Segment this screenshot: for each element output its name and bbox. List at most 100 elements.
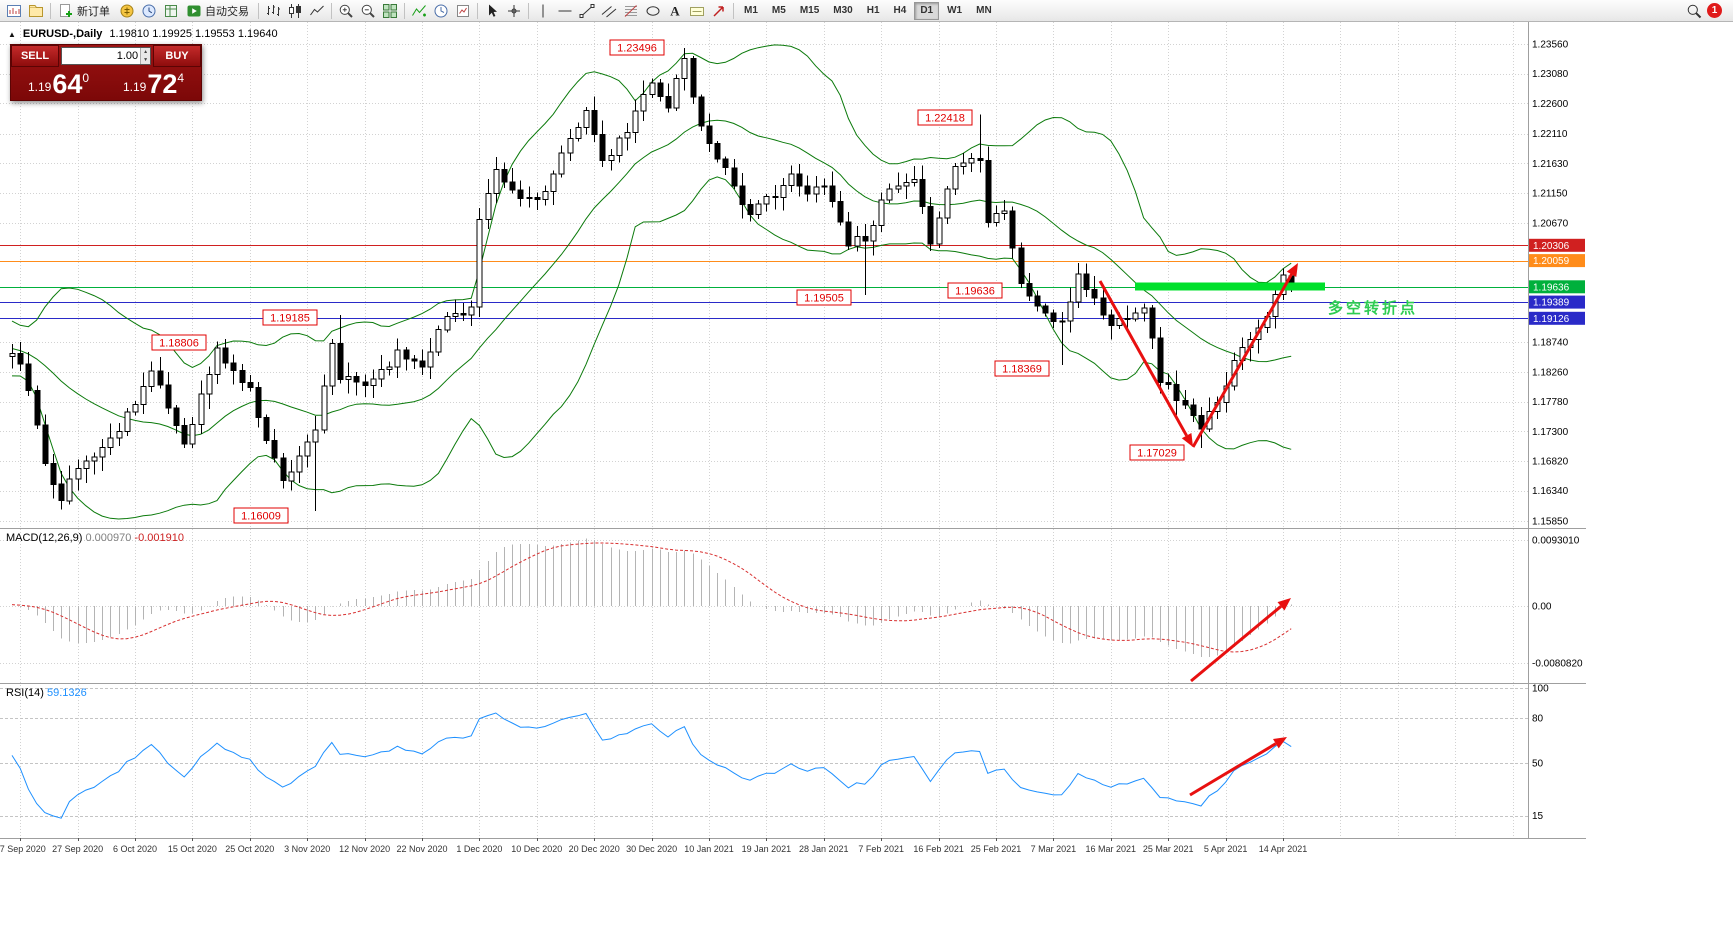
data-window-icon[interactable] [160, 1, 182, 21]
svg-text:1.20670: 1.20670 [1532, 218, 1569, 229]
trendline-icon[interactable] [576, 1, 598, 21]
svg-text:6 Oct 2020: 6 Oct 2020 [113, 844, 157, 854]
toolbar-separator [50, 2, 51, 19]
svg-text:30 Dec 2020: 30 Dec 2020 [626, 844, 677, 854]
horizontal-line-icon[interactable] [554, 1, 576, 21]
symbols-icon[interactable] [116, 1, 138, 21]
svg-text:1.19505: 1.19505 [804, 293, 844, 305]
chart-profiles-icon[interactable] [25, 1, 47, 21]
trend-arrow[interactable] [1098, 280, 1193, 447]
chart-menu-icon[interactable]: ▲ [8, 29, 16, 39]
rsi-axis-label: 100 [1532, 684, 1549, 695]
support-zone-highlight[interactable] [1135, 282, 1325, 291]
sell-button[interactable]: SELL [11, 45, 59, 67]
toolbar: 新订单 自动交易 A M1 M5 M15 M30 H1 H4 D1 W1 MN 1 [0, 0, 1733, 22]
shapes-icon[interactable] [642, 1, 664, 21]
autotrading-button[interactable]: 自动交易 [182, 1, 255, 21]
timeframe-h4-button[interactable]: H4 [893, 5, 907, 16]
templates-icon [455, 3, 471, 19]
price-label[interactable]: 1.17029 [1129, 444, 1185, 461]
sell-price-small: 1.19 [27, 80, 52, 94]
svg-text:1 Dec 2020: 1 Dec 2020 [456, 844, 502, 854]
volume-up-icon[interactable]: ▲ [143, 48, 149, 55]
price-label[interactable]: 1.22418 [917, 109, 973, 126]
volume-control: ▲ ▼ [61, 47, 151, 65]
macd-label: MACD(12,26,9) 0.000970 -0.001910 [6, 532, 184, 544]
indicators-icon[interactable] [408, 1, 430, 21]
panel-separators [0, 22, 1586, 839]
svg-text:1.23496: 1.23496 [617, 43, 657, 55]
svg-text:1.22418: 1.22418 [925, 113, 965, 125]
zoom-in-icon[interactable] [335, 1, 357, 21]
rsi-label: RSI(14) 59.1326 [6, 687, 87, 699]
svg-text:17 Sep 2020: 17 Sep 2020 [0, 844, 46, 854]
price-label[interactable]: 1.18806 [151, 334, 207, 351]
bar-chart-icon[interactable] [262, 1, 284, 21]
price-label[interactable]: 1.19185 [262, 309, 318, 326]
periods-icon[interactable] [430, 1, 452, 21]
candlestick-chart-icon[interactable] [284, 1, 306, 21]
timeframe-d1-button[interactable]: D1 [914, 1, 940, 20]
timeframe-h1-button[interactable]: H1 [866, 5, 880, 16]
trend-arrow[interactable] [1189, 737, 1287, 797]
price-label[interactable]: 1.19636 [947, 282, 1003, 299]
volume-spinner[interactable]: ▲ ▼ [140, 48, 150, 64]
svg-text:12 Nov 2020: 12 Nov 2020 [339, 844, 390, 854]
cursor-icon[interactable] [481, 1, 503, 21]
svg-text:1.20306: 1.20306 [1533, 241, 1570, 252]
svg-text:1.21630: 1.21630 [1532, 159, 1569, 170]
trend-arrow[interactable] [1191, 263, 1298, 448]
data-window-icon [163, 3, 179, 19]
vertical-line-icon[interactable] [532, 1, 554, 21]
volume-down-icon[interactable]: ▼ [143, 56, 149, 63]
text-label-icon[interactable] [686, 1, 708, 21]
annotation-text[interactable]: 多空转折点 [1328, 299, 1418, 317]
sell-price[interactable]: 1.19 64 0 [11, 67, 106, 100]
timeframe-m5-button[interactable]: M5 [771, 5, 786, 16]
price-axis: 1.23560 1.23080 1.22600 1.22110 1.21630 1.211… [1529, 40, 1585, 528]
price-label[interactable]: 1.16009 [233, 507, 289, 524]
timeframe-mn-button[interactable]: MN [976, 5, 992, 16]
price-label[interactable]: 1.19505 [796, 289, 852, 306]
timeframe-m15-button[interactable]: M15 [799, 5, 820, 16]
arrows-icon[interactable] [708, 1, 730, 21]
svg-text:1.16340: 1.16340 [1532, 486, 1569, 497]
timeframe-m30-button[interactable]: M30 [833, 5, 853, 16]
equidistant-channel-icon[interactable] [598, 1, 620, 21]
zoom-out-icon[interactable] [357, 1, 379, 21]
sell-price-sup: 0 [82, 71, 90, 85]
price-label[interactable]: 1.18369 [994, 360, 1050, 377]
svg-text:10 Dec 2020: 10 Dec 2020 [511, 844, 562, 854]
toolbar-separator [528, 2, 529, 19]
svg-text:7 Feb 2021: 7 Feb 2021 [858, 844, 904, 854]
svg-text:1.18369: 1.18369 [1002, 364, 1042, 376]
svg-text:1.15850: 1.15850 [1532, 517, 1569, 528]
new-chart-icon [6, 3, 22, 19]
search-icon[interactable] [1686, 3, 1702, 19]
timeframe-m1-button[interactable]: M1 [744, 5, 758, 16]
toolbar-separator [404, 2, 405, 19]
new-order-button[interactable]: 新订单 [54, 1, 116, 21]
new-chart-icon[interactable] [3, 1, 25, 21]
buy-button[interactable]: BUY [153, 45, 201, 67]
notification-badge[interactable]: 1 [1707, 3, 1722, 18]
tile-windows-icon[interactable] [379, 1, 401, 21]
toolbar-separator [733, 2, 734, 19]
svg-text:27 Sep 2020: 27 Sep 2020 [52, 844, 103, 854]
market-watch-icon[interactable] [138, 1, 160, 21]
line-chart-icon[interactable] [306, 1, 328, 21]
svg-text:5 Apr 2021: 5 Apr 2021 [1204, 844, 1248, 854]
fibonacci-icon[interactable] [620, 1, 642, 21]
trend-arrow[interactable] [1190, 598, 1291, 683]
timeframe-w1-button[interactable]: W1 [947, 5, 963, 16]
buy-price[interactable]: 1.19 72 4 [106, 67, 201, 100]
horizontal-line-icon [557, 3, 573, 19]
templates-icon[interactable] [452, 1, 474, 21]
svg-text:1.17300: 1.17300 [1532, 427, 1569, 438]
crosshair-icon[interactable] [503, 1, 525, 21]
text-icon[interactable]: A [664, 1, 686, 21]
rsi-axis-label: 15 [1532, 811, 1544, 822]
volume-input[interactable] [62, 48, 141, 64]
price-label[interactable]: 1.23496 [609, 39, 665, 56]
